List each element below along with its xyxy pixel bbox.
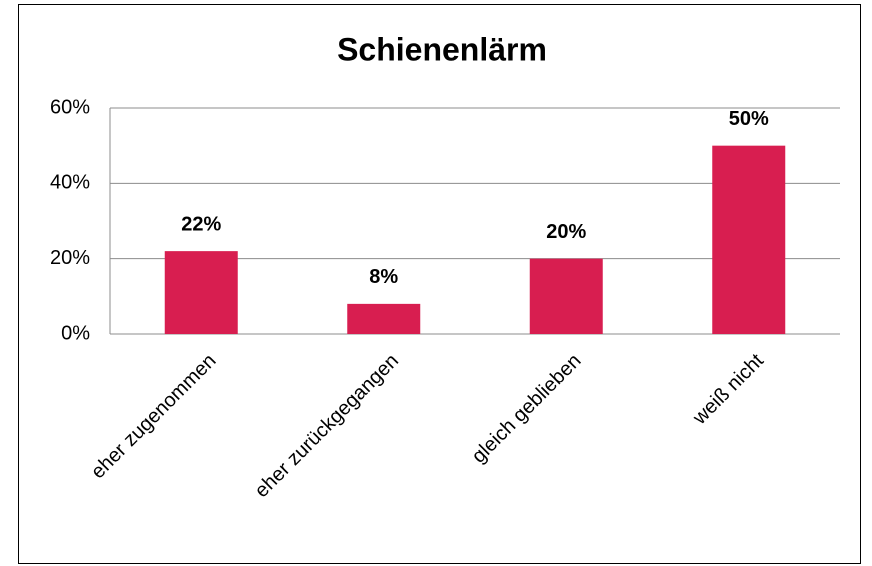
- y-tick-label: 0%: [61, 322, 90, 344]
- chart-title: Schienenlärm: [337, 31, 547, 67]
- data-label: 8%: [369, 266, 398, 288]
- bar: [529, 258, 603, 334]
- y-tick-label: 20%: [50, 247, 90, 269]
- data-label: 50%: [729, 108, 769, 130]
- bar: [712, 145, 786, 334]
- y-tick-label: 60%: [50, 96, 90, 118]
- data-label: 22%: [181, 213, 221, 235]
- data-label: 20%: [546, 221, 586, 243]
- bar: [164, 251, 238, 334]
- y-tick-label: 40%: [50, 172, 90, 194]
- bar: [347, 303, 421, 334]
